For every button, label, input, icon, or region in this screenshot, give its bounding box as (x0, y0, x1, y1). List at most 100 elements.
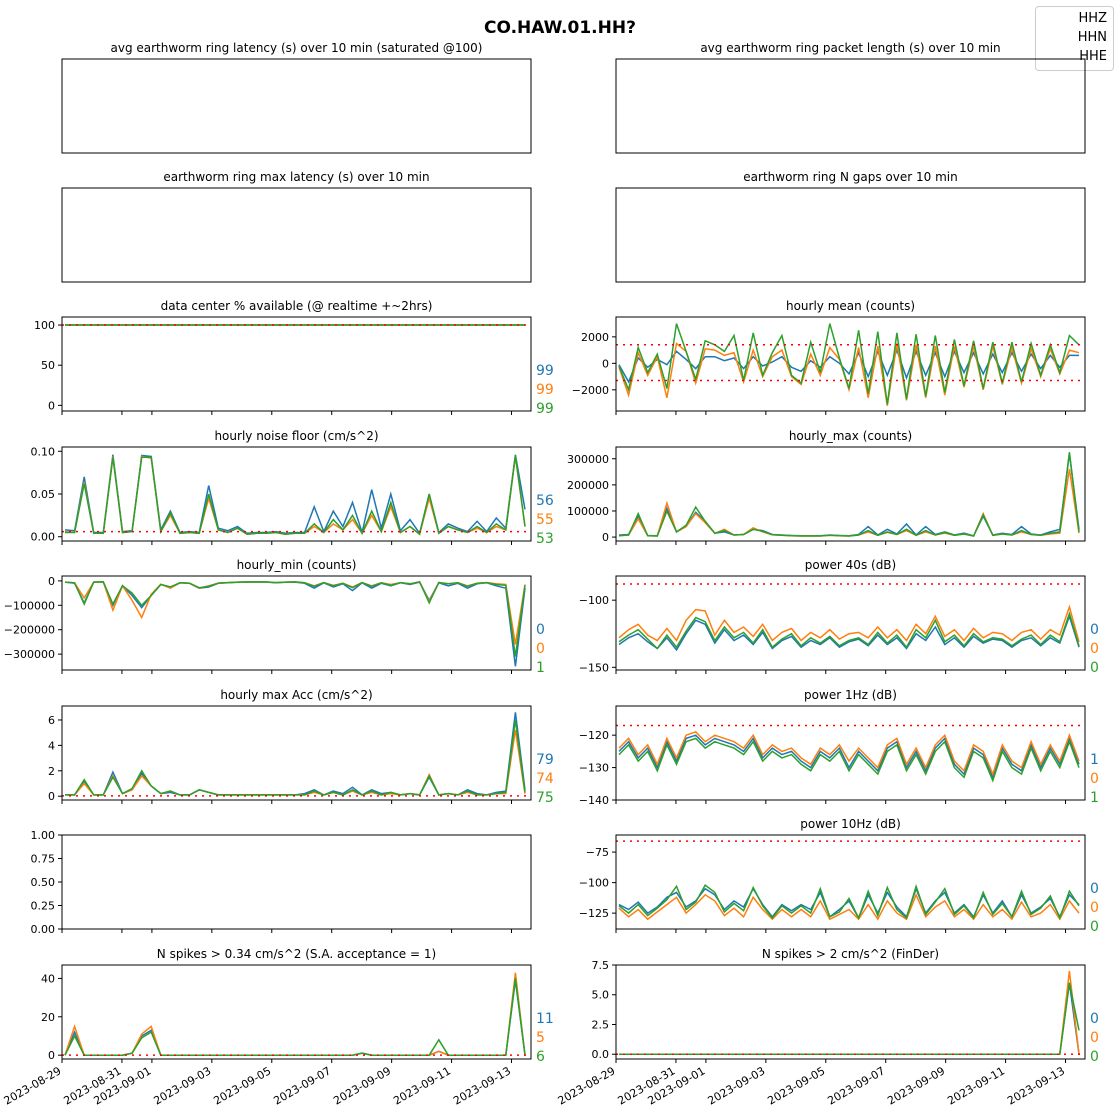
side-value-label-hhz: 99 (536, 363, 554, 379)
x-tick-label: 2023-09-07 (271, 1064, 333, 1107)
y-tick-label: 0 (48, 1049, 55, 1062)
y-tick-label: 5.0 (592, 989, 610, 1002)
panel-p6: hourly noise floor (cm/s^2) 0.10 0.05 0.00 5… (31, 429, 554, 547)
series-line-hhz (64, 980, 526, 1056)
x-tick-label: 2023-09-11 (391, 1064, 453, 1107)
axes-frame (61, 705, 532, 801)
series-line-hhn (618, 731, 1080, 777)
y-tick-label: 0 (602, 357, 609, 370)
y-tick-label: 0.50 (31, 876, 56, 889)
side-value-label-hhe: 0 (1090, 660, 1099, 676)
side-value-label-hhe: 53 (536, 531, 554, 547)
x-tick-label: 2023-09-03 (705, 1064, 767, 1107)
side-value-label-hhz: 0 (1090, 881, 1099, 897)
panel-title: hourly mean (counts) (786, 299, 915, 313)
axes-frame (615, 58, 1086, 154)
y-tick-label: −300000 (4, 648, 55, 661)
panel-title: power 1Hz (dB) (804, 688, 897, 702)
side-value-label-hhz: 0 (1090, 622, 1099, 638)
x-tick-label: 2023-09-11 (945, 1064, 1007, 1107)
axes-frame (61, 964, 532, 1060)
y-tick-label: 100000 (567, 505, 609, 518)
axes-frame (615, 705, 1086, 801)
side-value-label-hhn: 0 (536, 641, 545, 657)
y-tick-label: 50 (41, 359, 55, 372)
y-tick-label: −100 (579, 594, 609, 607)
side-value-label-hhz: 0 (536, 622, 545, 638)
y-tick-label: 0.00 (31, 923, 56, 936)
axes-frame (615, 834, 1086, 930)
y-tick-label: −100000 (4, 599, 55, 612)
side-value-label-hhn: 74 (536, 771, 554, 787)
side-value-label-hhz: 1 (1090, 752, 1099, 768)
y-tick-label: 7.5 (592, 959, 610, 972)
side-value-label-hhz: 0 (1090, 1011, 1099, 1027)
panel-p10: hourly max Acc (cm/s^2) 6 4 2 0 79 74 75 (48, 688, 554, 806)
y-tick-label: 2.5 (592, 1018, 610, 1031)
side-value-label-hhe: 75 (536, 790, 554, 806)
y-tick-label: −125 (579, 907, 609, 920)
legend: HHZ HHN HHE (1035, 6, 1114, 71)
x-tick-label: 2023-09-13 (451, 1064, 513, 1107)
y-tick-label: 0.05 (31, 488, 56, 501)
y-tick-label: 0.10 (31, 445, 56, 458)
side-value-label-hhe: 1 (536, 660, 545, 676)
panel-title: earthworm ring max latency (s) over 10 m… (163, 170, 429, 184)
figure-title: CO.HAW.01.HH? (484, 18, 636, 38)
y-tick-label: −75 (586, 846, 609, 859)
axes-frame (615, 446, 1086, 542)
series-line-hhn (64, 581, 526, 645)
panel-p13: power 10Hz (dB) −75 −100 −125 0 0 0 (579, 817, 1099, 935)
series-line-hhz (618, 613, 1080, 652)
series-line-hhn (64, 972, 526, 1056)
panel-p0: avg earthworm ring latency (s) over 10 m… (61, 41, 532, 154)
panel-p7: hourly_max (counts) 300000 200000 100000 0 (567, 429, 1086, 545)
y-tick-label: −150 (579, 661, 609, 674)
y-tick-label: −2000 (572, 384, 609, 397)
panel-title: N spikes > 0.34 cm/s^2 (S.A. acceptance … (157, 947, 436, 961)
y-tick-label: 0.0 (592, 1048, 610, 1061)
side-value-label-hhn: 0 (1090, 771, 1099, 787)
panel-p3: earthworm ring N gaps over 10 min (615, 170, 1086, 283)
y-tick-label: −200000 (4, 624, 55, 637)
x-tick-label: 2023-08-29 (2, 1064, 64, 1107)
side-value-label-hhe: 0 (1090, 919, 1099, 935)
panel-p1: avg earthworm ring packet length (s) ove… (615, 41, 1086, 154)
panel-title: avg earthworm ring packet length (s) ove… (700, 41, 1000, 55)
y-tick-label: 2 (48, 765, 55, 778)
x-tick-label: 2023-09-05 (765, 1064, 827, 1107)
side-value-label-hhn: 0 (1090, 900, 1099, 916)
panel-p14: N spikes > 0.34 cm/s^2 (S.A. acceptance … (2, 947, 554, 1108)
y-tick-label: 0 (48, 790, 55, 803)
x-tick-label: 2023-09-09 (331, 1064, 393, 1107)
y-tick-label: 100 (34, 319, 55, 332)
axes-frame (61, 187, 532, 283)
series-line-hhz (618, 347, 1079, 384)
side-value-label-hhn: 55 (536, 512, 554, 528)
series-line-hhe (618, 452, 1080, 537)
y-tick-label: −120 (579, 729, 609, 742)
y-tick-label: 1.00 (31, 829, 56, 842)
series-line-hhz (619, 982, 1080, 1055)
panel-title: hourly max Acc (cm/s^2) (220, 688, 372, 702)
x-tick-label: 2023-09-05 (211, 1064, 273, 1107)
y-tick-label: −140 (579, 794, 609, 807)
series-line-hhz (618, 734, 1080, 780)
y-tick-label: 0.75 (31, 853, 56, 866)
axes-frame (615, 575, 1086, 671)
axes-frame (61, 58, 532, 154)
axes-frame (615, 187, 1086, 283)
y-tick-label: 4 (48, 739, 55, 752)
side-value-label-hhn: 5 (536, 1030, 545, 1046)
axes-frame (61, 575, 532, 671)
x-tick-label: 2023-09-13 (1005, 1064, 1067, 1107)
side-value-label-hhe: 0 (1090, 1049, 1099, 1065)
panel-title: power 10Hz (dB) (800, 817, 901, 831)
y-tick-label: 0.00 (31, 531, 56, 544)
side-value-label-hhn: 99 (536, 382, 554, 398)
series-line-hhe (65, 719, 526, 796)
panel-p4: data center % available (@ realtime +~2h… (34, 299, 554, 417)
series-line-hhe (618, 323, 1080, 405)
series-line-hhe (618, 611, 1080, 650)
